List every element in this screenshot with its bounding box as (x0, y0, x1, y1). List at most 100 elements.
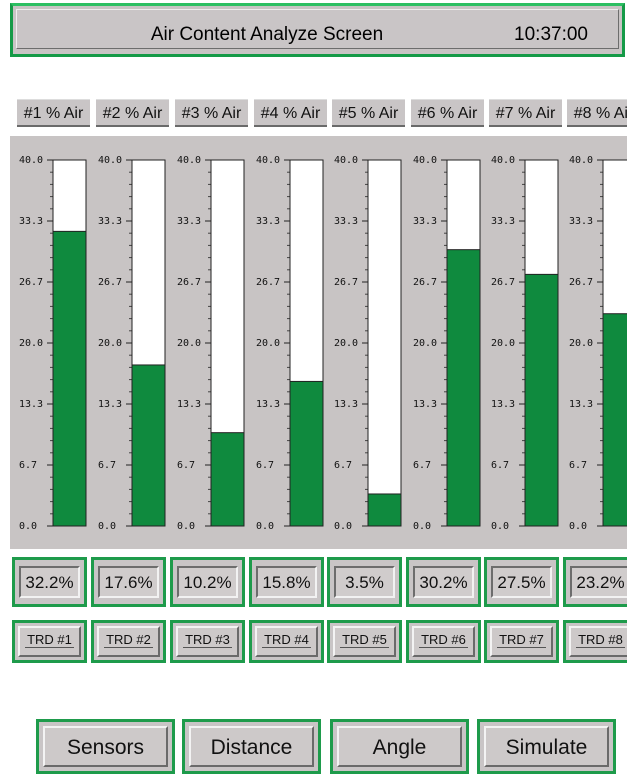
trd-button-8[interactable]: TRD #8 (569, 626, 627, 657)
tick-label: 40.0 (334, 155, 358, 166)
gauge-track (367, 159, 402, 527)
tick-label: 13.3 (19, 399, 43, 410)
tick-label: 6.7 (19, 460, 37, 471)
tick-label: 33.3 (177, 216, 201, 227)
tick-label: 33.3 (413, 216, 437, 227)
gauge-5: 40.0 33.3 26.7 20.0 13.3 6.7 0.0 (334, 155, 402, 532)
tick-label: 20.0 (177, 338, 201, 349)
gauge-fill-4 (289, 380, 324, 527)
trd-label: TRD #6 (419, 632, 468, 648)
trd-button-5[interactable]: TRD #5 (333, 626, 396, 657)
trd-frame-3: TRD #3 (170, 620, 245, 663)
simulate-button-frame: Simulate (477, 719, 616, 774)
trd-label: TRD #7 (497, 632, 546, 648)
trd-button-3[interactable]: TRD #3 (176, 626, 239, 657)
column-header-4: #4 % Air (254, 99, 327, 127)
tick-label: 13.3 (256, 399, 280, 410)
trd-label: TRD #2 (104, 632, 153, 648)
tick-label: 0.0 (413, 521, 431, 532)
tick-label: 40.0 (19, 155, 43, 166)
gauge-fill-2 (131, 364, 166, 527)
trd-button-2[interactable]: TRD #2 (97, 626, 160, 657)
value-readout-5: 3.5% (334, 566, 395, 598)
value-frame-1: 32.2% (12, 557, 87, 607)
tick-label: 6.7 (491, 460, 509, 471)
sensors-button[interactable]: Sensors (43, 726, 168, 767)
value-frame-4: 15.8% (249, 557, 324, 607)
distance-button-frame: Distance (182, 719, 321, 774)
tick-label: 0.0 (334, 521, 352, 532)
gauge-7: 40.0 33.3 26.7 20.0 13.3 6.7 0.0 (491, 155, 559, 532)
value-readout-2: 17.6% (98, 566, 159, 598)
tick-label: 6.7 (334, 460, 352, 471)
tick-label: 0.0 (98, 521, 116, 532)
angle-button[interactable]: Angle (337, 726, 462, 767)
value-readout-4: 15.8% (256, 566, 317, 598)
trd-button-6[interactable]: TRD #6 (412, 626, 475, 657)
tick-label: 26.7 (177, 277, 201, 288)
tick-label: 40.0 (177, 155, 201, 166)
gauge-8: 40.0 33.3 26.7 20.0 13.3 6.7 0.0 (569, 155, 627, 532)
value-readout-7: 27.5% (491, 566, 552, 598)
tick-label: 26.7 (19, 277, 43, 288)
tick-label: 33.3 (569, 216, 593, 227)
tick-label: 0.0 (569, 521, 587, 532)
tick-label: 13.3 (98, 399, 122, 410)
value-frame-3: 10.2% (170, 557, 245, 607)
value-frame-5: 3.5% (327, 557, 402, 607)
column-header-5: #5 % Air (332, 99, 405, 127)
gauge-panel: 40.0 33.3 26.7 20.0 13.3 6.7 0.0 40.0 33.3 26.7 20… (10, 136, 627, 549)
trd-frame-6: TRD #6 (406, 620, 481, 663)
value-readout-3: 10.2% (177, 566, 238, 598)
trd-button-4[interactable]: TRD #4 (255, 626, 318, 657)
tick-label: 40.0 (256, 155, 280, 166)
value-readout-8: 23.2% (570, 566, 627, 598)
tick-label: 13.3 (334, 399, 358, 410)
gauge-fill-8 (602, 313, 627, 527)
trd-button-7[interactable]: TRD #7 (490, 626, 553, 657)
trd-label: TRD #8 (576, 632, 625, 648)
value-frame-6: 30.2% (406, 557, 481, 607)
tick-label: 26.7 (569, 277, 593, 288)
tick-label: 33.3 (491, 216, 515, 227)
tick-label: 33.3 (98, 216, 122, 227)
column-header-8: #8 % Air (567, 99, 627, 127)
tick-label: 20.0 (334, 338, 358, 349)
tick-label: 33.3 (334, 216, 358, 227)
value-frame-8: 23.2% (563, 557, 627, 607)
tick-label: 40.0 (98, 155, 122, 166)
tick-label: 6.7 (98, 460, 116, 471)
tick-label: 40.0 (491, 155, 515, 166)
tick-label: 6.7 (569, 460, 587, 471)
tick-label: 6.7 (177, 460, 195, 471)
simulate-button[interactable]: Simulate (484, 726, 609, 767)
column-header-1: #1 % Air (17, 99, 90, 127)
tick-label: 20.0 (413, 338, 437, 349)
header-bar: Air Content Analyze Screen 10:37:00 (10, 3, 625, 57)
tick-label: 40.0 (413, 155, 437, 166)
tick-label: 0.0 (19, 521, 37, 532)
tick-label: 26.7 (98, 277, 122, 288)
header-panel: Air Content Analyze Screen 10:37:00 (16, 9, 619, 49)
column-header-3: #3 % Air (175, 99, 248, 127)
tick-label: 26.7 (413, 277, 437, 288)
tick-label: 33.3 (256, 216, 280, 227)
tick-label: 20.0 (98, 338, 122, 349)
trd-frame-7: TRD #7 (484, 620, 559, 663)
bar-gauges: 40.0 33.3 26.7 20.0 13.3 6.7 0.0 40.0 33.3 26.7 20… (19, 155, 627, 532)
gauge-fill-6 (446, 249, 481, 527)
trd-frame-2: TRD #2 (91, 620, 166, 663)
sensors-button-frame: Sensors (36, 719, 175, 774)
tick-label: 13.3 (413, 399, 437, 410)
tick-label: 13.3 (569, 399, 593, 410)
value-frame-7: 27.5% (484, 557, 559, 607)
trd-frame-5: TRD #5 (327, 620, 402, 663)
gauge-fill-1 (52, 230, 87, 527)
trd-button-1[interactable]: TRD #1 (18, 626, 81, 657)
tick-label: 20.0 (256, 338, 280, 349)
value-readout-1: 32.2% (19, 566, 80, 598)
angle-button-frame: Angle (330, 719, 469, 774)
tick-label: 33.3 (19, 216, 43, 227)
value-readout-6: 30.2% (413, 566, 474, 598)
distance-button[interactable]: Distance (189, 726, 314, 767)
